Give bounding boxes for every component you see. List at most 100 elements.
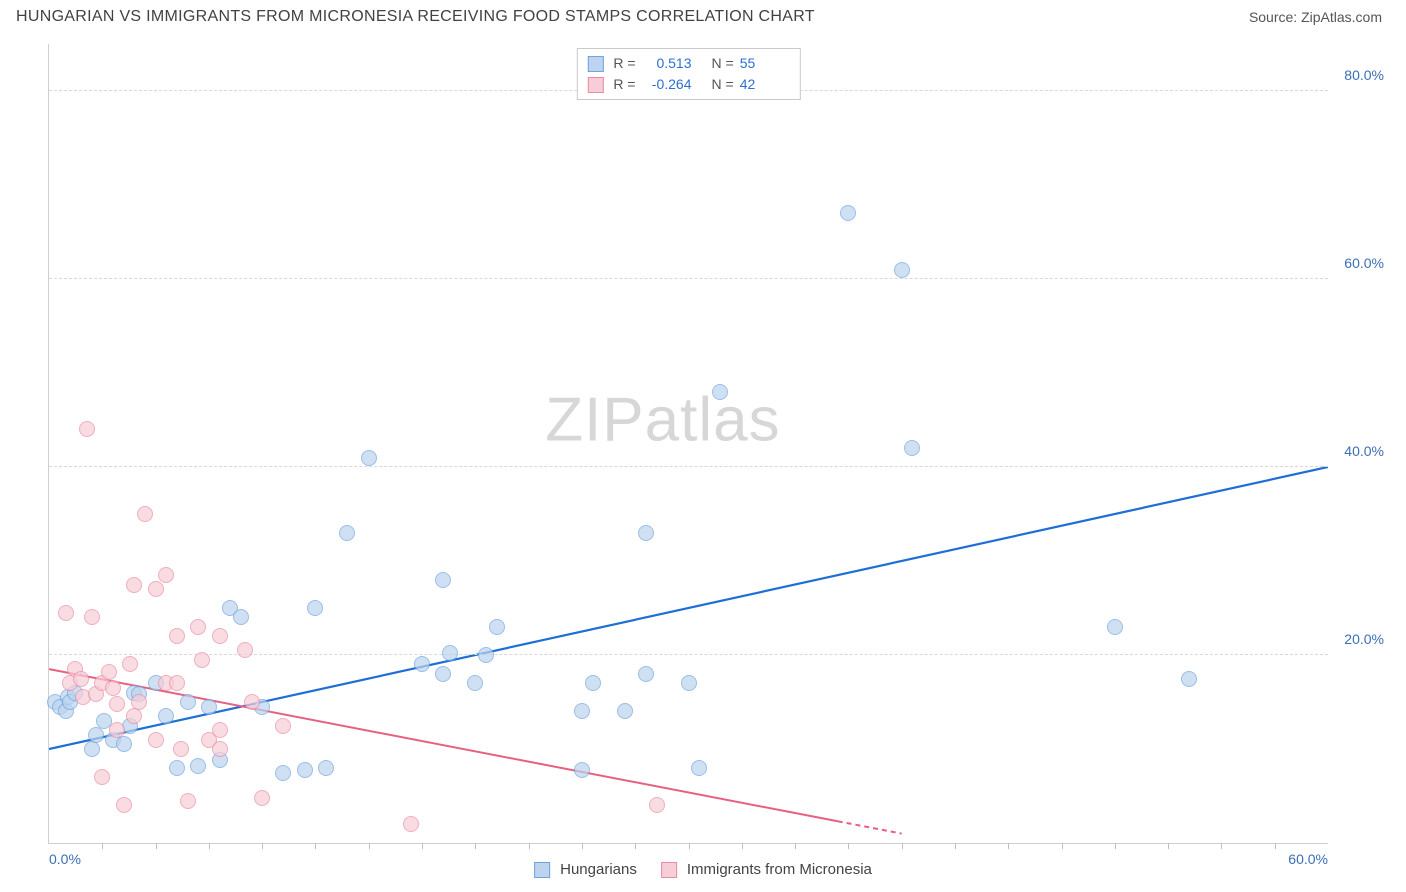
scatter-point [169, 675, 185, 691]
scatter-point [158, 567, 174, 583]
legend-label: Hungarians [560, 861, 637, 878]
scatter-point [84, 609, 100, 625]
chart-title: HUNGARIAN VS IMMIGRANTS FROM MICRONESIA … [16, 8, 815, 26]
scatter-point [169, 760, 185, 776]
scatter-point [361, 450, 377, 466]
x-minor-tick [529, 843, 530, 849]
legend-swatch [534, 862, 550, 878]
stat-r-label: R = [613, 74, 635, 95]
scatter-point [116, 736, 132, 752]
stat-r-value: -0.264 [642, 74, 692, 95]
scatter-point [237, 642, 253, 658]
legend-swatch [587, 56, 603, 72]
trend-lines-svg [49, 44, 1328, 843]
source-attribution: Source: ZipAtlas.com [1249, 9, 1382, 25]
stats-row: R =0.513N =55 [587, 53, 789, 74]
scatter-point [180, 793, 196, 809]
scatter-point [254, 790, 270, 806]
legend-swatch [587, 77, 603, 93]
scatter-point [105, 680, 121, 696]
source-label: Source: [1249, 9, 1297, 25]
gridline [49, 466, 1328, 467]
scatter-point [190, 619, 206, 635]
watermark: ZIPatlas [545, 384, 780, 455]
stat-r-label: R = [613, 53, 635, 74]
scatter-point [435, 666, 451, 682]
scatter-point [88, 727, 104, 743]
scatter-point [840, 205, 856, 221]
scatter-point [173, 741, 189, 757]
watermark-part1: ZIP [545, 385, 644, 454]
y-tick-label: 40.0% [1344, 443, 1384, 459]
x-minor-tick [1168, 843, 1169, 849]
y-tick-label: 60.0% [1344, 255, 1384, 271]
stat-n-label: N = [712, 53, 734, 74]
x-minor-tick [902, 843, 903, 849]
x-minor-tick [102, 843, 103, 849]
scatter-point [126, 708, 142, 724]
x-minor-tick [582, 843, 583, 849]
scatter-point [681, 675, 697, 691]
scatter-point [649, 797, 665, 813]
scatter-point [904, 440, 920, 456]
scatter-point [1107, 619, 1123, 635]
stat-n-value: 55 [740, 53, 790, 74]
scatter-point [691, 760, 707, 776]
scatter-point [467, 675, 483, 691]
scatter-point [101, 664, 117, 680]
x-minor-tick [475, 843, 476, 849]
scatter-point [275, 718, 291, 734]
source-value: ZipAtlas.com [1301, 9, 1382, 25]
x-minor-tick [1115, 843, 1116, 849]
scatter-point [585, 675, 601, 691]
stats-row: R =-0.264N =42 [587, 74, 789, 95]
x-minor-tick [1008, 843, 1009, 849]
scatter-point [489, 619, 505, 635]
y-tick-label: 80.0% [1344, 67, 1384, 83]
scatter-point [574, 762, 590, 778]
scatter-point [212, 741, 228, 757]
x-minor-tick [422, 843, 423, 849]
x-tick-label: 60.0% [1288, 851, 1328, 867]
scatter-point [1181, 671, 1197, 687]
scatter-point [131, 694, 147, 710]
scatter-point [73, 671, 89, 687]
plot-wrapper: Receiving Food Stamps ZIPatlas R =0.513N… [48, 44, 1388, 844]
legend-item: Hungarians [534, 861, 637, 878]
scatter-point [442, 645, 458, 661]
x-minor-tick [689, 843, 690, 849]
gridline [49, 278, 1328, 279]
scatter-point [116, 797, 132, 813]
scatter-point [233, 609, 249, 625]
chart-header: HUNGARIAN VS IMMIGRANTS FROM MICRONESIA … [0, 0, 1406, 32]
scatter-point [148, 581, 164, 597]
scatter-point [275, 765, 291, 781]
scatter-point [109, 722, 125, 738]
scatter-point [109, 696, 125, 712]
scatter-point [169, 628, 185, 644]
scatter-point [79, 421, 95, 437]
x-minor-tick [1221, 843, 1222, 849]
scatter-point [58, 605, 74, 621]
scatter-point [339, 525, 355, 541]
scatter-point [297, 762, 313, 778]
legend-label: Immigrants from Micronesia [687, 861, 872, 878]
legend-item: Immigrants from Micronesia [661, 861, 872, 878]
x-minor-tick [209, 843, 210, 849]
scatter-point [414, 656, 430, 672]
scatter-point [435, 572, 451, 588]
scatter-point [122, 656, 138, 672]
scatter-point [180, 694, 196, 710]
scatter-point [137, 506, 153, 522]
x-minor-tick [1062, 843, 1063, 849]
y-tick-label: 20.0% [1344, 631, 1384, 647]
scatter-point [194, 652, 210, 668]
x-minor-tick [795, 843, 796, 849]
scatter-plot-area: ZIPatlas R =0.513N =55R =-0.264N =42 20.… [48, 44, 1328, 844]
scatter-point [478, 647, 494, 663]
scatter-point [244, 694, 260, 710]
scatter-point [617, 703, 633, 719]
scatter-point [212, 722, 228, 738]
x-minor-tick [315, 843, 316, 849]
scatter-point [190, 758, 206, 774]
